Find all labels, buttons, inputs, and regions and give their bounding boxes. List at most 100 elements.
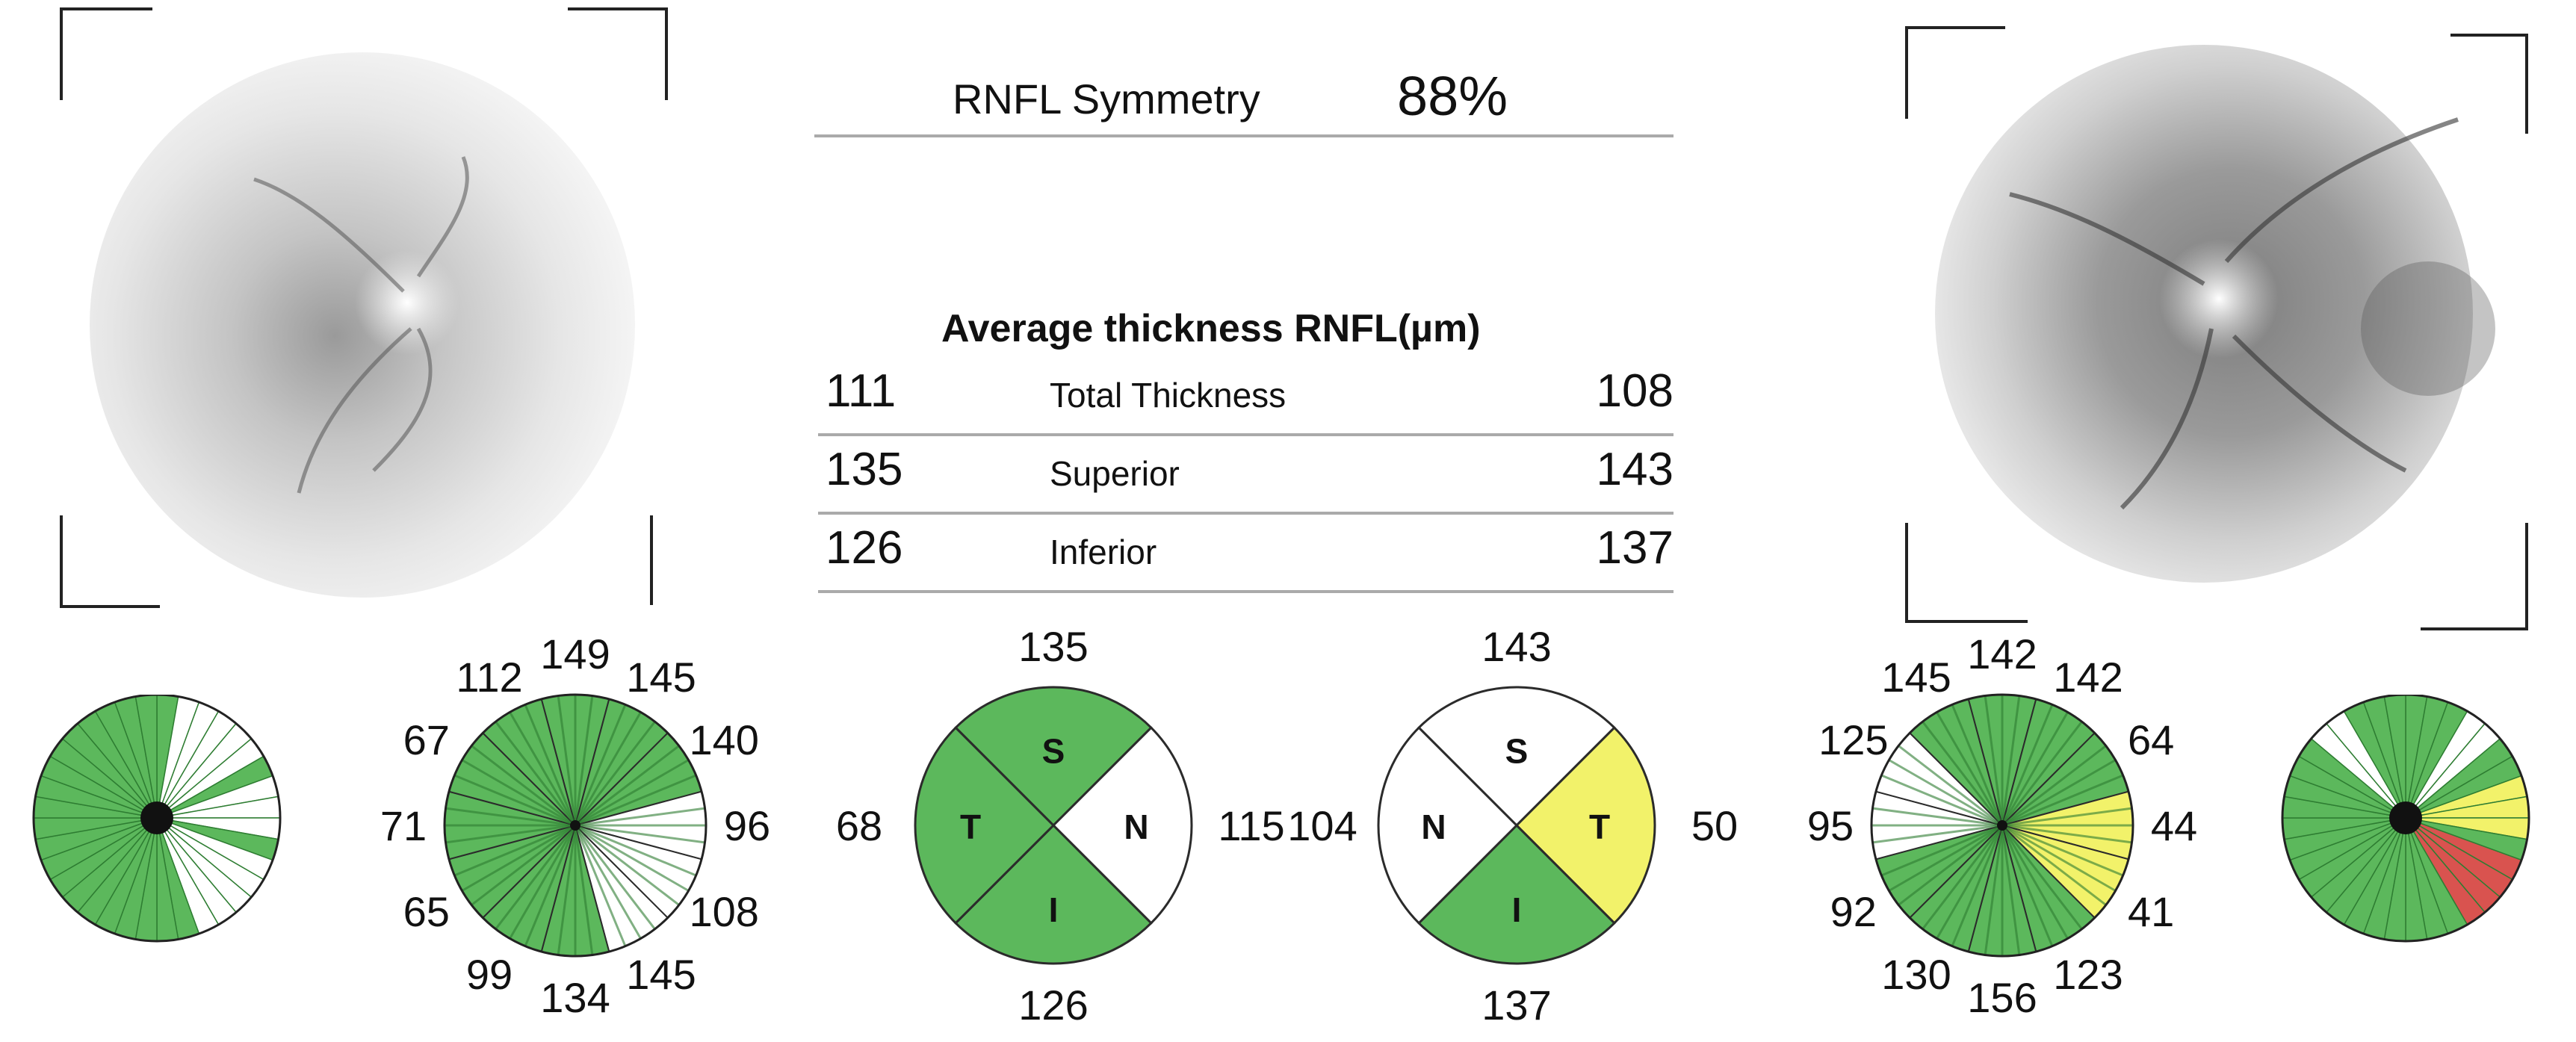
clock-value-12: 112 (456, 654, 522, 701)
sector-fiber-line (1936, 825, 2004, 940)
quadrant-value-bottom: 126 (1018, 981, 1088, 1029)
frame-corner-top-left (1905, 26, 2005, 119)
thickness-row-inferior: 126 Inferior 137 (818, 515, 1674, 593)
quadrant-value-left: 104 (1287, 802, 1357, 849)
quadrant-letter-right: N (1124, 807, 1148, 846)
sector-fiber-line (2001, 695, 2021, 826)
sector-fiber-line (2001, 759, 2117, 827)
sector-fiber-line (2001, 711, 2069, 826)
row-label: Inferior (1050, 533, 1157, 571)
wheel-outline (2281, 695, 2530, 943)
thickness-row-total: 111 Total Thickness 108 (818, 359, 1674, 436)
sector-fiber-line (2001, 745, 2107, 827)
sector-fiber-line (2001, 825, 2083, 930)
left-quadrant-chart: S I T N 135 126 68 115 (822, 620, 1285, 1038)
sector-fiber-line (2001, 704, 2054, 826)
clock-center-dot (570, 820, 580, 831)
clock-value-2: 142 (2053, 654, 2123, 701)
clock-value-6: 145 (626, 951, 696, 998)
quadrant-left (914, 726, 1056, 925)
frame-corner-top-right (568, 7, 668, 100)
sector-fiber-line (461, 759, 576, 827)
sector-fiber-line (2001, 774, 2124, 827)
quadrant-svg: S I N T 143 137 104 50 (1287, 623, 1738, 1029)
quadrant-value-right: 50 (1691, 802, 1738, 849)
clock-outline (443, 693, 708, 958)
sector-fiber-line (453, 774, 576, 827)
right-clock-hour-chart: 142 142 64 44 41 123 156 130 92 95 125 145 (1778, 620, 2226, 1038)
quadrant-letter-top: S (1505, 731, 1529, 770)
quadrant-svg: S I T N 135 126 68 115 (836, 623, 1285, 1029)
clock-value-3: 140 (689, 716, 758, 763)
sector-fiber-line (574, 825, 627, 947)
quadrant-top (1417, 686, 1616, 828)
quadrant-letter-right: T (1589, 807, 1610, 846)
clock-value-4: 96 (724, 802, 770, 849)
sector-fiber-line (574, 825, 656, 930)
quadrant-letter-bottom: I (1512, 890, 1522, 929)
sector-fiber-line (2001, 807, 2132, 827)
rnfl-symmetry-label: RNFL Symmetry (953, 75, 1260, 123)
average-thickness-title: Average thickness RNFL(µm) (941, 307, 1481, 350)
sector-fiber-line (461, 824, 576, 892)
clock-value-11: 125 (1818, 716, 1888, 763)
right-sector-wheel (2281, 695, 2530, 943)
right-fundus-photo (1883, 15, 2540, 642)
sector-fiber-line (2001, 824, 2124, 877)
sector-fiber-line (1922, 721, 2004, 826)
sector-fiber-line (524, 704, 577, 826)
quadrant-letter-bottom: I (1049, 890, 1059, 929)
quadrant-bottom (954, 823, 1153, 965)
sector-fiber-line (445, 807, 576, 827)
clock-value-9: 65 (403, 888, 450, 935)
row-label: Superior (1050, 454, 1180, 493)
sector-fiber-line (1922, 825, 2004, 930)
quadrant-value-bottom: 137 (1481, 981, 1551, 1029)
frame-corner-bottom-left (1905, 523, 2028, 623)
wheel-outline (32, 695, 282, 943)
clock-value-9: 92 (1830, 888, 1877, 935)
sector-fiber-line (575, 824, 690, 892)
sector-fiber-line (509, 711, 577, 826)
clock-outline (1870, 693, 2134, 958)
sector-fiber-line (1898, 745, 2003, 827)
sector-fiber-line (471, 824, 576, 906)
sector-fiber-line (1888, 824, 2003, 892)
quadrant-bottom (1417, 823, 1616, 965)
thickness-row-superior: 135 Superior 143 (818, 437, 1674, 515)
sector-fiber-line (509, 825, 577, 940)
sector-fiber-line (575, 759, 690, 827)
quadrant-left (1377, 726, 1519, 925)
sector-fiber-line (495, 721, 577, 826)
sector-fiber-line (2001, 721, 2083, 826)
left-fundus-photo (30, 7, 687, 613)
left-eye-value: 111 (826, 365, 897, 417)
quadrant-value-top: 143 (1481, 623, 1551, 670)
sector-fiber-line (557, 825, 577, 955)
clock-center-dot (1997, 820, 2007, 831)
clock-value-1: 149 (540, 630, 610, 677)
clock-value-5: 108 (689, 888, 758, 935)
clock-value-7: 156 (1967, 974, 2037, 1021)
left-sector-wheel (32, 695, 282, 943)
wheel-center (140, 801, 173, 834)
clock-value-4: 44 (2151, 802, 2197, 849)
rnfl-symmetry-row: RNFL Symmetry 88% (814, 52, 1674, 137)
clock-value-7: 134 (540, 974, 610, 1021)
clock-value-3: 64 (2128, 716, 2174, 763)
sector-fiber-line (1872, 807, 2003, 827)
frame-corner-bottom-right (2421, 523, 2528, 630)
row-label: Total Thickness (1050, 376, 1287, 415)
quadrant-right (1051, 726, 1193, 925)
sector-fiber-line (575, 824, 697, 877)
sector-fiber-line (557, 695, 577, 826)
quadrant-letter-left: N (1421, 807, 1446, 846)
clock-value-8: 130 (1881, 951, 1951, 998)
right-quadrant-chart: S I N T 143 137 104 50 (1285, 620, 1748, 1038)
left-eye-value: 126 (826, 522, 903, 574)
frame-corner-bottom-left (60, 515, 160, 608)
frame-corner-bottom-right (583, 515, 653, 605)
sector-fiber-line (2001, 824, 2107, 906)
sector-fiber-line (1888, 759, 2003, 827)
sector-fiber-line (1898, 824, 2003, 906)
